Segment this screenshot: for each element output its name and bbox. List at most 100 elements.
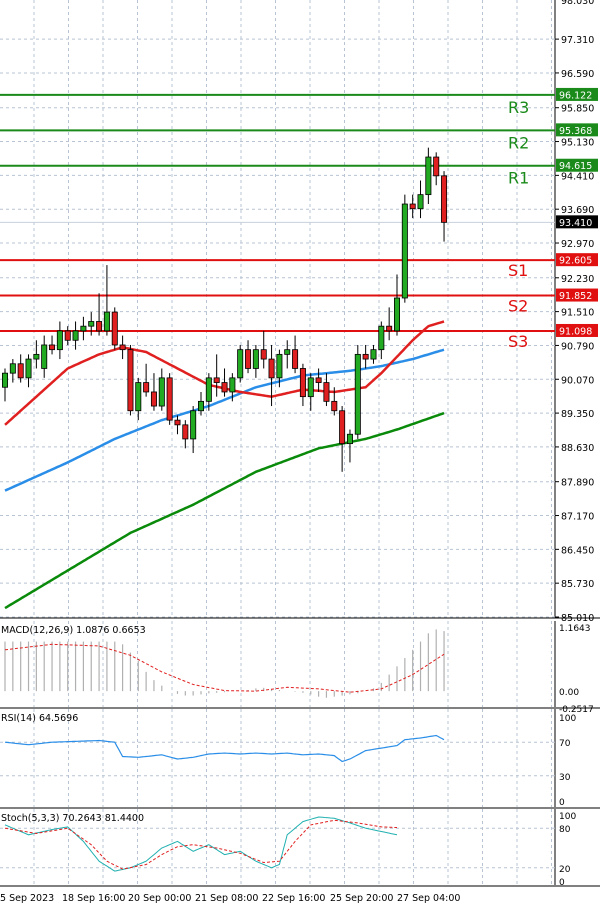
x-axis-label: 27 Sep 04:00 <box>397 893 460 904</box>
candle-bullish <box>205 377 212 402</box>
candle-bullish <box>276 353 283 379</box>
moving-average-mid <box>4 348 445 492</box>
macd-tick-label: -0.2517 <box>559 705 594 715</box>
level-value-s3: 91.098 <box>559 326 592 337</box>
x-axis-label: 20 Sep 00:00 <box>128 893 191 904</box>
price-tick-label: 95.130 <box>561 138 594 149</box>
level-tag-r1 <box>556 158 598 172</box>
x-axis-label: 21 Sep 08:00 <box>195 893 258 904</box>
price-tick-label: 87.170 <box>561 512 594 523</box>
price-tick-label: 93.690 <box>561 205 594 216</box>
price-tick-label: 89.350 <box>561 409 594 420</box>
candle-bullish <box>103 311 110 332</box>
candle-bullish <box>307 377 314 398</box>
price-tick-label: 85.730 <box>561 579 594 590</box>
candle-bullish <box>135 382 142 412</box>
candle-bearish <box>409 203 416 210</box>
candle-bearish <box>49 344 56 351</box>
candle-bullish <box>417 194 424 210</box>
candle-bearish <box>119 344 126 351</box>
price-tick-label: 90.070 <box>561 375 594 386</box>
price-tick-label: 87.890 <box>561 478 594 489</box>
x-axis-label: 22 Sep 16:00 <box>262 893 325 904</box>
level-name-s2: S2 <box>508 297 528 316</box>
level-name-r2: R2 <box>508 133 529 152</box>
candle-bearish <box>96 321 103 332</box>
level-value-s1: 92.605 <box>559 256 592 267</box>
stoch-label: Stoch(5,3,3) 70.2643 81.4400 <box>1 813 144 824</box>
candle-bearish <box>339 410 346 445</box>
candle-bullish <box>370 349 377 360</box>
candle-bearish <box>315 377 322 383</box>
price-tick-label: 91.510 <box>561 308 594 319</box>
rsi-line <box>4 734 445 763</box>
candle-bullish <box>25 358 32 379</box>
rsi-tick-label: 30 <box>559 773 571 783</box>
x-axis-label: 5 Sep 2023 <box>0 893 54 904</box>
candle-bullish <box>197 400 204 412</box>
macd-tick-label: 1.1643 <box>559 624 591 634</box>
stoch-tick-label: 20 <box>559 865 571 875</box>
macd-label: MACD(12,26,9) 1.0876 0.6653 <box>1 625 146 636</box>
price-tick-label: 94.410 <box>561 171 594 182</box>
level-value-r2: 95.368 <box>559 126 592 137</box>
candle-bearish <box>331 400 338 412</box>
candle-bullish <box>354 353 361 435</box>
x-axis-label: 18 Sep 16:00 <box>62 893 125 904</box>
candle-bullish <box>72 330 79 341</box>
price-tick-label: 98.030 <box>561 0 594 7</box>
candle-bearish <box>166 377 173 421</box>
candle-bullish <box>88 321 95 327</box>
candle-bearish <box>17 363 24 379</box>
stoch-k-line <box>4 816 398 872</box>
current-price-value: 93.410 <box>559 218 592 229</box>
candle-bearish <box>111 311 118 346</box>
candle-bullish <box>80 325 87 332</box>
candle-bearish <box>433 156 440 177</box>
level-name-s1: S1 <box>508 261 528 280</box>
stoch-tick-label: 0 <box>559 878 565 888</box>
price-tick-label: 96.590 <box>561 69 594 80</box>
rsi-tick-label: 100 <box>559 714 576 724</box>
price-tick-label: 97.310 <box>561 35 594 46</box>
candle-bearish <box>268 358 275 379</box>
candle-bearish <box>182 424 189 440</box>
candle-bullish <box>9 363 16 374</box>
price-tick-label: 86.450 <box>561 545 594 556</box>
level-tag-s3 <box>556 323 598 337</box>
candle-bullish <box>237 349 244 379</box>
candle-bearish <box>174 419 181 426</box>
stoch-tick-label: 100 <box>559 812 576 822</box>
level-tag-s2 <box>556 288 598 302</box>
current-price-tag <box>556 215 598 229</box>
rsi-tick-label: 0 <box>559 798 565 808</box>
candle-bullish <box>425 156 432 196</box>
macd-signal-line <box>4 643 445 693</box>
price-tick-label: 90.790 <box>561 341 594 352</box>
candle-bearish <box>221 382 228 393</box>
candle-bullish <box>378 325 385 351</box>
moving-average-slow <box>4 411 445 610</box>
candle-bullish <box>284 349 291 355</box>
candle-bearish <box>441 175 448 223</box>
rsi-label: RSI(14) 64.5696 <box>1 713 78 724</box>
candle-bullish <box>2 372 8 388</box>
candle-bearish <box>143 382 150 393</box>
stoch-tick-label: 80 <box>559 825 571 835</box>
candle-bullish <box>252 349 259 369</box>
candle-bullish <box>393 297 400 332</box>
candle-bullish <box>190 410 197 440</box>
candle-bearish <box>386 325 393 332</box>
candle-bullish <box>346 433 353 445</box>
candle-bearish <box>292 349 299 369</box>
level-tag-r2 <box>556 123 598 137</box>
candle-bearish <box>127 349 134 412</box>
level-name-r3: R3 <box>508 98 529 117</box>
price-tick-label: 85.010 <box>561 613 594 624</box>
rsi-tick-label: 70 <box>559 739 571 749</box>
candle-bearish <box>64 330 71 341</box>
candle-bearish <box>213 377 220 383</box>
level-tag-r3 <box>556 87 598 101</box>
